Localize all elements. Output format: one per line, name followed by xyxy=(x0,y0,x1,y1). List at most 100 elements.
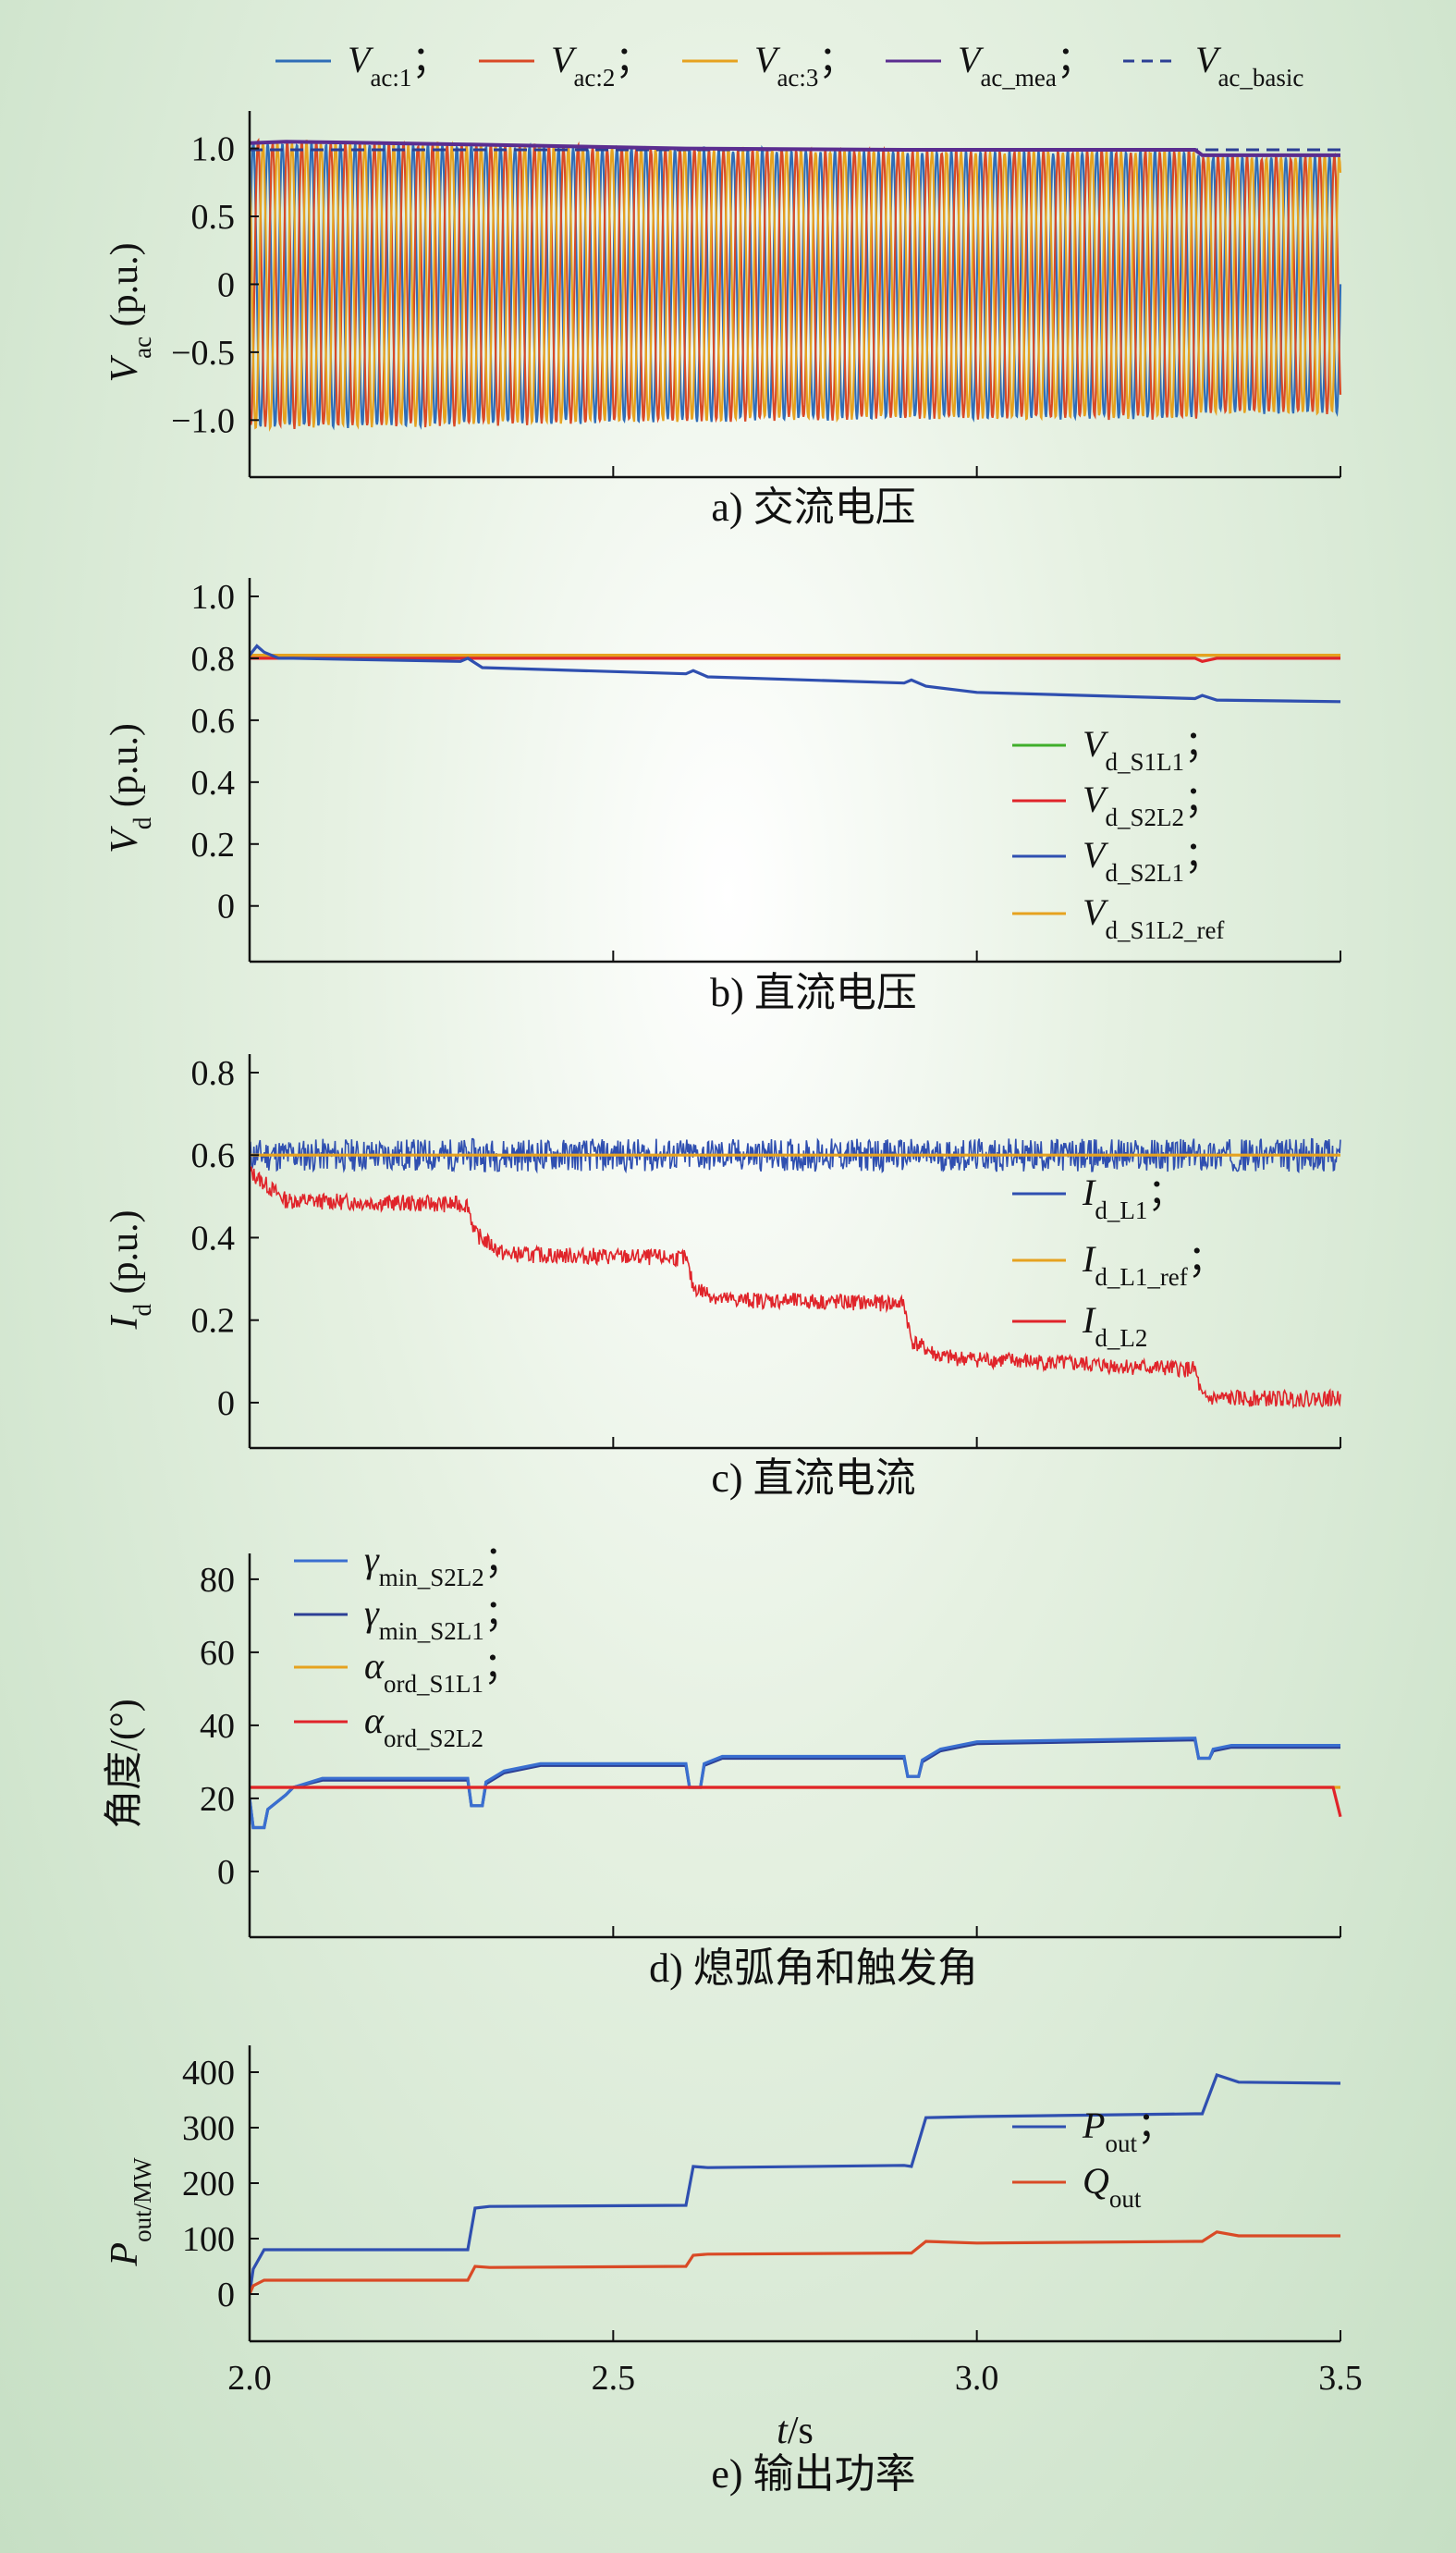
panel-4: 400 300 200 100 0 2.0 2.5 3.0 3.5 Pout/MW t/se) 输出… xyxy=(104,2045,1363,2497)
legend-label: αord_S2L2 xyxy=(364,1700,483,1752)
panel-caption: b) 直流电压 xyxy=(710,970,917,1015)
label-subscript: ac:2 xyxy=(573,64,615,92)
label-main: γ xyxy=(364,1592,380,1634)
y-tick-label: 300 xyxy=(182,2109,235,2148)
label-main: I xyxy=(1082,1172,1096,1213)
y-tick-label: 80 xyxy=(200,1561,235,1600)
legend-label: αord_S1L1； xyxy=(364,1645,520,1698)
series-line-i-d-l2 xyxy=(250,1166,1341,1409)
y-tick-label: 0.6 xyxy=(191,702,236,741)
label-subscript: min_S2L2 xyxy=(379,1564,484,1591)
label-suffix: ； xyxy=(1184,723,1221,765)
legend-label: Qout xyxy=(1083,2160,1142,2213)
label-subscript: ac xyxy=(128,337,156,359)
label-subscript: ac_mea xyxy=(980,64,1056,92)
y-tick-label: 0 xyxy=(217,2276,235,2314)
label-subscript: ord_S1L1 xyxy=(384,1670,483,1698)
y-axis-label: Pout/MW xyxy=(104,2157,156,2267)
label-suffix: ； xyxy=(484,1539,521,1580)
label-suffix: ； xyxy=(1147,1172,1184,1213)
y-tick-label: 0 xyxy=(217,1853,235,1892)
y-tick-label: 1.0 xyxy=(191,578,236,617)
plot-area xyxy=(250,2072,1341,2295)
legend-label: Pout； xyxy=(1082,2105,1174,2157)
label-suffix: ； xyxy=(1188,1238,1225,1280)
label-suffix: (p.u.) xyxy=(104,723,146,816)
label-main: V xyxy=(958,39,985,80)
y-tick-label: 0.2 xyxy=(191,826,236,865)
label-suffix: (p.u.) xyxy=(104,242,146,336)
y-tick-label: 0.4 xyxy=(191,1219,236,1258)
label-suffix: ； xyxy=(615,39,652,80)
y-tick-label: 0.4 xyxy=(191,764,236,803)
label-subscript: d xyxy=(128,816,156,829)
legend: Vd_S1L1；Vd_S2L2；Vd_S2L1；Vd_S1L2_ref xyxy=(1012,723,1224,944)
label-suffix: (p.u.) xyxy=(104,1210,146,1304)
legend: Pout；Qout xyxy=(1012,2105,1174,2213)
y-tick-label: 0.8 xyxy=(191,1054,236,1093)
series-line-vac1 xyxy=(250,141,1342,431)
label-main: V xyxy=(1195,39,1222,80)
label-subscript: out xyxy=(1109,2185,1142,2213)
label-suffix: ； xyxy=(483,1645,520,1687)
legend-label: γmin_S2L1； xyxy=(364,1592,521,1645)
legend-label: Vac_basic xyxy=(1195,39,1303,92)
label-main: V xyxy=(1083,723,1109,765)
y-axis-label: 角度/(°) xyxy=(104,1699,146,1828)
x-tick-label: 2.0 xyxy=(227,2359,272,2398)
label-main: α xyxy=(364,1645,385,1687)
legend-label: Vd_S1L1； xyxy=(1083,723,1221,776)
label-subscript: ac:3 xyxy=(777,64,818,92)
plot-area xyxy=(250,1137,1341,1409)
legend-label: Id_L1_ref； xyxy=(1082,1238,1225,1291)
plot-area xyxy=(250,1737,1342,1830)
label-main: Q xyxy=(1083,2160,1109,2202)
y-tick-label: 0 xyxy=(217,888,235,927)
label-subscript: ac_basic xyxy=(1217,64,1303,92)
label-main: I xyxy=(104,1314,146,1330)
series-line-p-out xyxy=(250,2072,1341,2295)
label-subscript: out/MW xyxy=(128,2157,156,2242)
panel-caption: d) 熄弧角和触发角 xyxy=(649,1945,978,1991)
y-tick-label: 20 xyxy=(200,1780,235,1819)
legend-label: Vac:1； xyxy=(348,39,448,92)
label-suffix: ； xyxy=(1057,39,1094,80)
y-tick-label: 0.6 xyxy=(191,1136,236,1175)
label-subscript: d_S2L1 xyxy=(1105,859,1184,887)
y-tick-label: −0.5 xyxy=(171,334,235,373)
label-subscript: d_S2L2 xyxy=(1105,804,1184,831)
label-suffix: ； xyxy=(411,39,448,80)
label-subscript: d_S1L2_ref xyxy=(1105,916,1224,944)
legend-label: Vac_mea； xyxy=(958,39,1094,92)
panel-caption: e) 输出功率 xyxy=(711,2451,915,2497)
legend-label: Id_L1； xyxy=(1082,1172,1184,1224)
label-main: V xyxy=(551,39,578,80)
series-line--ord-s2l2 xyxy=(250,1786,1342,1818)
label-main: I xyxy=(1082,1238,1096,1280)
label-main: P xyxy=(104,2242,146,2267)
label-suffix: ； xyxy=(484,1592,521,1634)
label-main: V xyxy=(104,355,146,383)
y-tick-label: −1.0 xyxy=(171,401,235,440)
label-main: V xyxy=(348,39,374,80)
y-tick-label: 200 xyxy=(182,2165,235,2203)
y-tick-label: 0.5 xyxy=(191,198,236,237)
label-subscript: d_S1L1 xyxy=(1105,748,1184,776)
panel-caption: c) 直流电流 xyxy=(711,1455,915,1501)
y-tick-label: 0 xyxy=(217,1384,235,1423)
y-tick-label: 0 xyxy=(217,265,235,304)
y-tick-label: 40 xyxy=(200,1707,235,1746)
series-line-vac2 xyxy=(250,138,1342,430)
label-suffix: /s xyxy=(788,2410,814,2452)
legend-label: Vac:3； xyxy=(754,39,855,92)
y-axis-label: Vd (p.u.) xyxy=(104,723,156,853)
series-line-vac3 xyxy=(250,140,1342,432)
series-line-i-d-l1 xyxy=(250,1137,1341,1174)
label-subscript: d_L2 xyxy=(1095,1324,1147,1352)
label-main: γ xyxy=(364,1539,380,1580)
label-subscript: ac:1 xyxy=(370,64,411,92)
